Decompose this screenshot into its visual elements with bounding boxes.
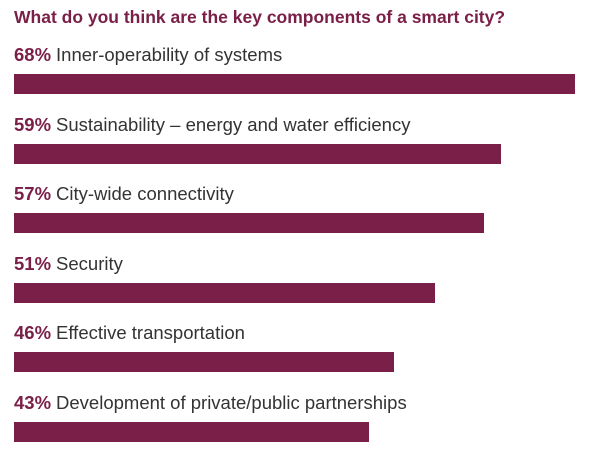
bar	[14, 421, 369, 442]
bar-label: 46% Effective transportation	[14, 322, 245, 344]
bar	[14, 213, 485, 233]
bar-label: 68% Inner-operability of systems	[14, 44, 282, 66]
bar-label: 59% Sustainability – energy and water eff…	[14, 114, 410, 136]
bar-value-label: 57%	[14, 183, 52, 204]
bar-category-label: Effective transportation	[56, 322, 245, 343]
bar-value-label: 43%	[14, 391, 52, 413]
bar	[14, 74, 575, 94]
bar-value-label: 51%	[14, 252, 52, 274]
bar	[14, 143, 501, 164]
bar	[14, 282, 435, 303]
bar-row: 46% Effective transportation	[14, 322, 594, 382]
bar-row: 43% Development of private/public partner…	[14, 392, 594, 452]
bar-label: 43% Development of private/public partner…	[14, 392, 407, 414]
bar-value-label: 46%	[14, 322, 52, 343]
bar-value-label: 59%	[14, 113, 52, 135]
bar-value-label: 68%	[14, 44, 52, 65]
bar-row: 59% Sustainability – energy and water eff…	[14, 114, 594, 174]
bar-category-label: Sustainability – energy and water effici…	[56, 113, 411, 135]
bar-category-label: Security	[56, 252, 123, 274]
bar-label: 57% City-wide connectivity	[14, 183, 234, 205]
bar-row: 57% City-wide connectivity	[14, 183, 594, 243]
bar	[14, 352, 394, 372]
bar-category-label: Development of private/public partnershi…	[56, 391, 407, 413]
bar-row: 68% Inner-operability of systems	[14, 44, 594, 104]
chart-title: What do you think are the key components…	[14, 7, 506, 27]
bar-category-label: Inner-operability of systems	[56, 44, 283, 65]
bar-category-label: City-wide connectivity	[56, 183, 234, 204]
bar-row: 51% Security	[14, 253, 594, 313]
bar-label: 51% Security	[14, 253, 123, 275]
